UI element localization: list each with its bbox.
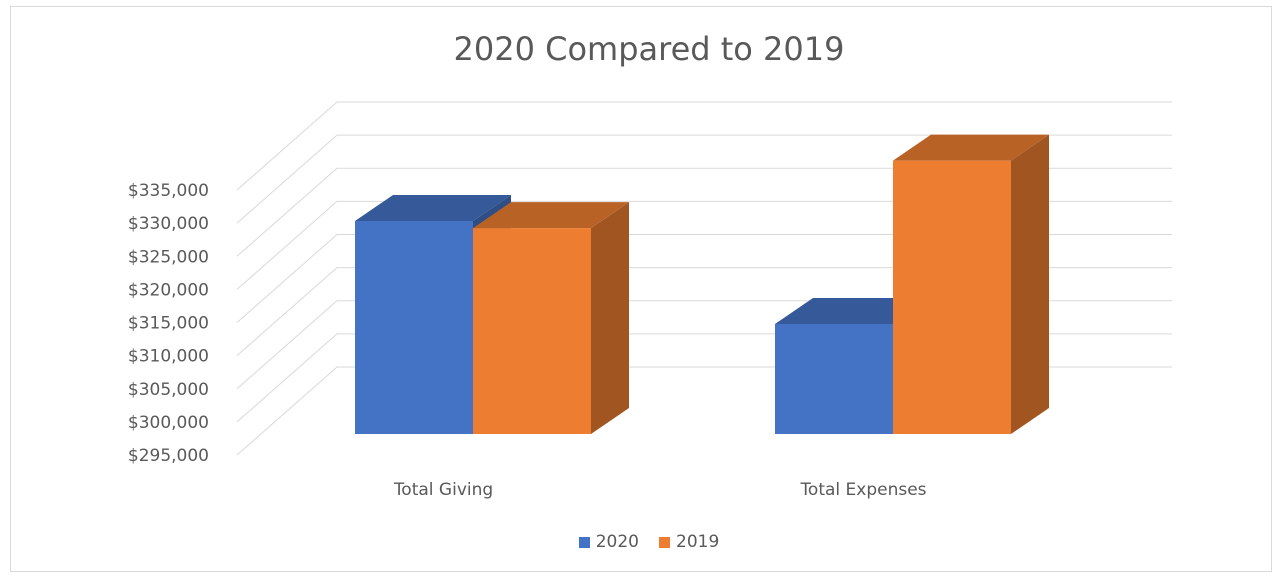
y-tick-label: $305,000	[128, 380, 209, 400]
bar-top	[893, 134, 1049, 161]
gridline	[236, 134, 1172, 224]
bar-2019-total-expenses	[893, 160, 1011, 434]
bars	[355, 134, 1049, 434]
y-tick-label: $320,000	[128, 280, 209, 300]
legend-label: 2020	[595, 532, 639, 552]
y-tick-label: $330,000	[128, 214, 209, 234]
chart-frame	[10, 6, 1272, 572]
legend-swatch	[659, 536, 670, 548]
gridline	[236, 101, 1172, 191]
bar-2020-total-giving	[355, 221, 473, 434]
y-tick-label: $300,000	[128, 413, 209, 433]
legend-label: 2019	[676, 532, 720, 552]
category-label: Total Giving	[393, 480, 493, 500]
category-label: Total Expenses	[799, 480, 926, 500]
y-tick-label: $295,000	[128, 446, 209, 466]
bar-top	[775, 297, 931, 324]
bar-2019-total-giving	[473, 228, 591, 434]
legend-swatch	[578, 536, 590, 548]
y-tick-label: $315,000	[128, 314, 209, 334]
legend: 2020 2019	[0, 532, 1282, 552]
legend-item: 2019	[659, 532, 719, 552]
legend-item: 2020	[578, 532, 639, 552]
category-labels: Total Giving Total Expenses	[393, 480, 927, 500]
y-tick-label: $310,000	[128, 347, 209, 367]
y-tick-label: $325,000	[128, 247, 209, 267]
y-tick-label: $335,000	[128, 181, 209, 201]
bar-top	[473, 202, 629, 229]
bar-top	[355, 195, 511, 221]
y-axis-ticks: $295,000 $300,000 $305,000 $310,000 $315,000…	[128, 181, 209, 466]
chart-title: 2020 Compared to 2019	[453, 30, 845, 68]
bar-side	[1011, 134, 1049, 434]
bar-side	[591, 202, 629, 434]
bar-2020-total-expenses	[775, 323, 893, 434]
